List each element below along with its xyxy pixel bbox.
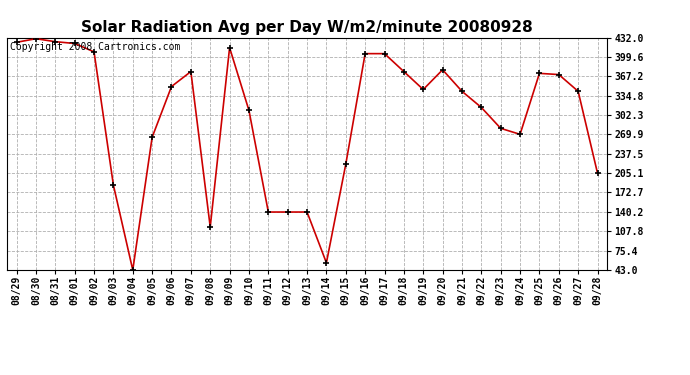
Text: Copyright 2008 Cartronics.com: Copyright 2008 Cartronics.com bbox=[10, 42, 180, 52]
Title: Solar Radiation Avg per Day W/m2/minute 20080928: Solar Radiation Avg per Day W/m2/minute … bbox=[81, 20, 533, 35]
